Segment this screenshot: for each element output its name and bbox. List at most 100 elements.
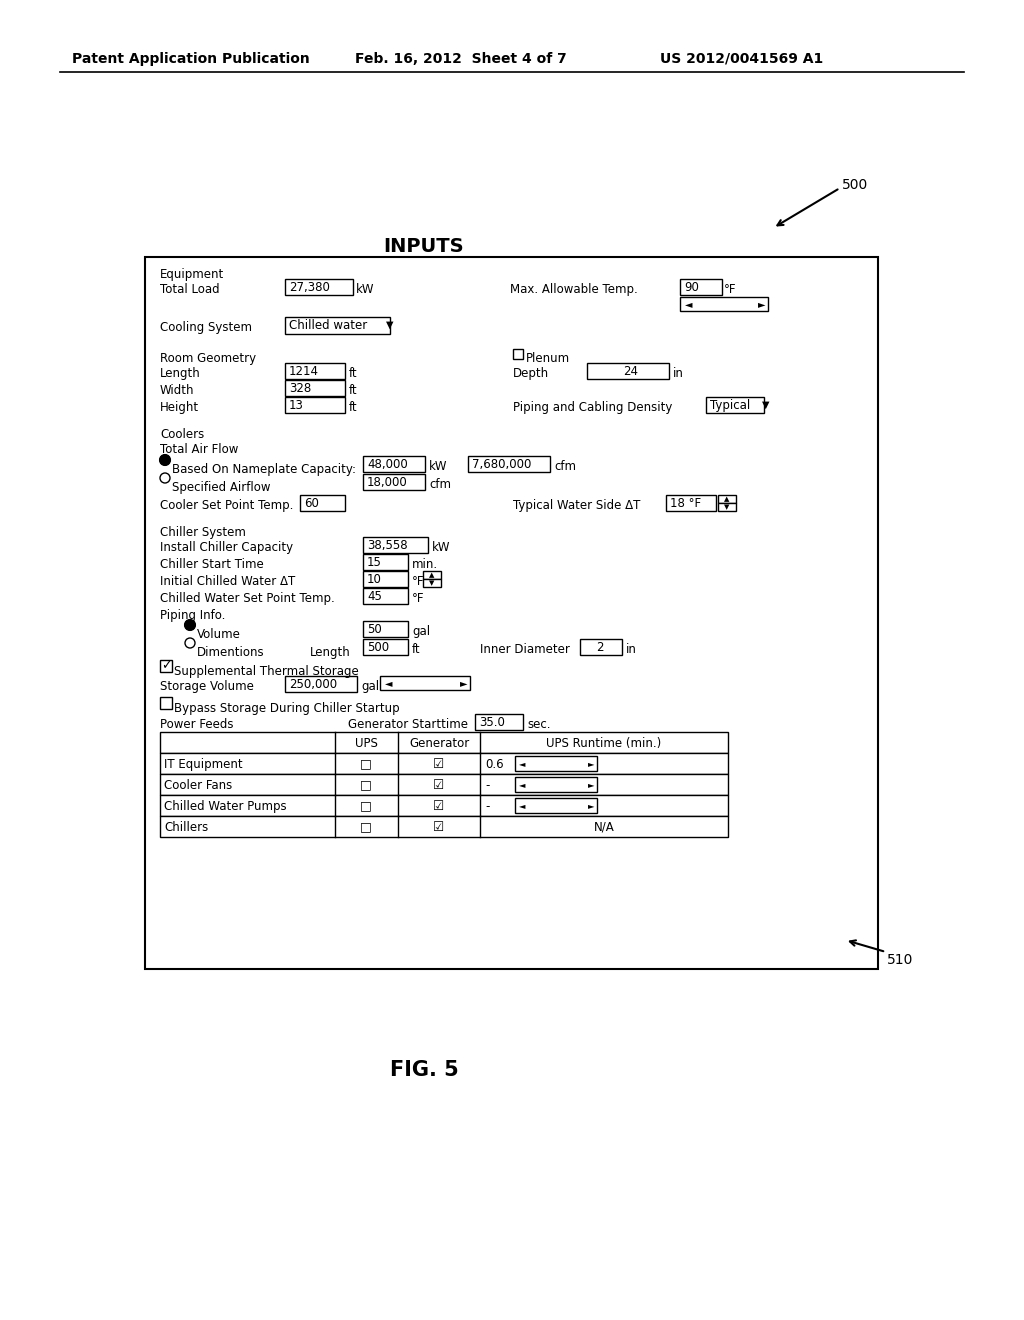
Text: Equipment: Equipment [160,268,224,281]
Bar [362,639,408,655]
Text: Room Geometry: Room Geometry [160,352,256,366]
Text: Depth: Depth [513,367,549,380]
Text: 510: 510 [887,953,913,968]
Bar [160,752,728,774]
Text: Chillers: Chillers [164,821,208,834]
Text: Inner Diameter: Inner Diameter [480,643,570,656]
Bar [160,660,172,672]
Text: ft: ft [349,401,357,414]
Text: Piping Info.: Piping Info. [160,609,225,622]
Text: 328: 328 [289,381,311,395]
Text: Plenum: Plenum [526,352,570,366]
Text: ◄: ◄ [519,759,525,768]
Text: 13: 13 [289,399,304,412]
Text: Coolers: Coolers [160,428,204,441]
Text: Patent Application Publication: Patent Application Publication [72,51,309,66]
Text: ◄: ◄ [519,780,525,789]
Text: Chilled Water Set Point Temp.: Chilled Water Set Point Temp. [160,591,335,605]
Text: N/A: N/A [594,821,614,833]
Text: °F: °F [412,576,425,587]
Text: kW: kW [432,541,451,554]
Text: 35.0: 35.0 [479,715,505,729]
Bar [160,774,728,795]
Bar [587,363,669,379]
Text: ✓: ✓ [161,660,171,672]
Text: Chilled Water Pumps: Chilled Water Pumps [164,800,287,813]
Bar [160,733,728,752]
Text: Height: Height [160,401,199,414]
Text: Chiller Start Time: Chiller Start Time [160,558,264,572]
Text: cfm: cfm [429,478,451,491]
Text: in: in [673,367,684,380]
Text: in: in [626,643,637,656]
Text: ▼: ▼ [386,319,393,330]
Text: Power Feeds: Power Feeds [160,718,233,731]
Text: 24: 24 [624,366,639,378]
Text: ►: ► [588,759,595,768]
Text: 48,000: 48,000 [367,458,408,471]
Bar [680,297,768,312]
Text: Based On Nameplate Capacity:: Based On Nameplate Capacity: [172,463,356,477]
Bar [423,572,441,579]
Bar [666,495,716,511]
Text: ☑: ☑ [433,821,444,833]
Text: 15: 15 [367,556,382,569]
Text: FIG. 5: FIG. 5 [390,1060,459,1080]
Bar [515,777,597,792]
Text: Generator Starttime: Generator Starttime [348,718,468,731]
Text: ft: ft [412,643,421,656]
Bar [706,397,764,413]
Text: Install Chiller Capacity: Install Chiller Capacity [160,541,293,554]
Text: Chilled water: Chilled water [289,319,368,333]
Circle shape [185,620,195,630]
Bar [362,474,425,490]
Text: Max. Allowable Temp.: Max. Allowable Temp. [510,282,638,296]
Bar [285,676,357,692]
Text: □: □ [360,758,372,771]
Text: ft: ft [349,384,357,397]
Text: UPS: UPS [354,737,378,750]
Bar [515,756,597,771]
Text: 1214: 1214 [289,366,319,378]
Text: Length: Length [310,645,351,659]
Text: kW: kW [429,459,447,473]
Bar [285,397,345,413]
Text: Volume: Volume [197,628,241,642]
Text: Cooler Set Point Temp.: Cooler Set Point Temp. [160,499,293,512]
Text: 27,380: 27,380 [289,281,330,294]
Text: 10: 10 [367,573,382,586]
Text: kW: kW [356,282,375,296]
Bar [680,279,722,294]
Text: ◄: ◄ [519,801,525,810]
Text: Generator: Generator [409,737,469,750]
Text: Specified Airflow: Specified Airflow [172,480,270,494]
Text: 50: 50 [367,623,382,636]
Text: ☑: ☑ [433,779,444,792]
Text: 2: 2 [596,642,604,653]
Text: cfm: cfm [554,459,575,473]
Bar [468,455,550,473]
Bar [160,697,172,709]
Text: □: □ [360,821,372,833]
Text: 60: 60 [304,498,318,510]
Text: UPS Runtime (min.): UPS Runtime (min.) [547,737,662,750]
Text: -: - [485,779,489,792]
Text: ▼: ▼ [762,400,769,411]
Bar [718,495,736,503]
Text: ☑: ☑ [433,758,444,771]
Text: 500: 500 [842,178,868,191]
Bar [160,795,728,816]
Text: INPUTS: INPUTS [383,238,464,256]
Bar [145,257,878,969]
Text: 250,000: 250,000 [289,678,337,690]
Text: ◄: ◄ [385,678,392,688]
Bar [160,816,728,837]
Circle shape [160,455,170,465]
Text: 500: 500 [367,642,389,653]
Text: Chiller System: Chiller System [160,525,246,539]
Text: Length: Length [160,367,201,380]
Bar [285,380,345,396]
Text: ►: ► [460,678,468,688]
Bar [300,495,345,511]
Text: Typical: Typical [710,399,751,412]
